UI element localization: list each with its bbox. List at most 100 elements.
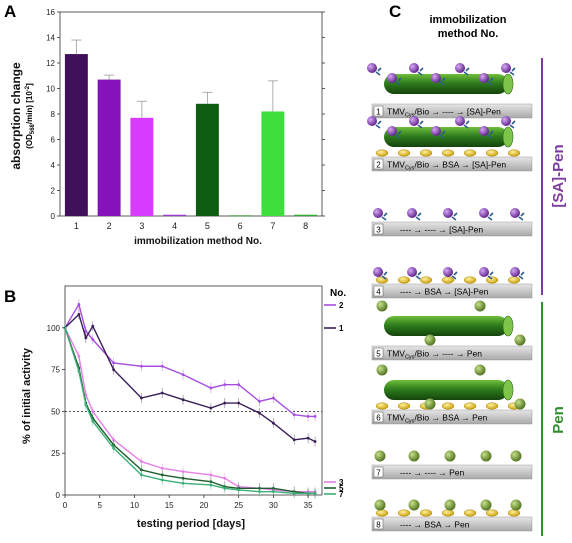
series-point-7 (91, 420, 95, 423)
biotin-linker (415, 212, 422, 221)
series-point-7 (306, 491, 310, 495)
bsa-ellipsoid (375, 276, 389, 284)
line-chart-ticks: 0 25 50 75 100 0 5 10 15 20 25 30 35 (47, 324, 313, 510)
series-point-7 (223, 486, 227, 490)
line-chart-ylabel: % of initial activity (21, 347, 33, 444)
biotin-linker (439, 77, 446, 86)
biotin-linker (417, 67, 424, 76)
method-label: TMVCys/Bio → BSA → [SA]-Pen (387, 160, 506, 172)
biotin-linker (509, 67, 516, 76)
series-point-2 (237, 383, 241, 387)
penicillinase-sphere (480, 450, 492, 462)
series-point-1 (258, 411, 261, 415)
diagram-row-2: 2 TMVCys/Bio → BSA → [SA]-Pen (367, 116, 533, 172)
x-tick-label: 0 (63, 501, 68, 510)
series-point-2 (258, 399, 261, 403)
series-point-1 (84, 336, 88, 340)
substrate-slab (371, 221, 533, 237)
substrate-slab (371, 345, 533, 361)
bsa-ellipsoid (397, 402, 411, 410)
legend-label-5: 5 (339, 484, 344, 493)
series-point-7 (84, 403, 88, 407)
y-tick-label: 100 (47, 324, 61, 333)
biotin-linker (487, 271, 494, 280)
series-point-7 (140, 473, 143, 477)
penicillinase-sphere (374, 499, 386, 511)
bar-chart-bars (64, 39, 318, 217)
series-line-7 (64, 327, 316, 495)
streptavidin-penicillinase-sphere (479, 208, 489, 218)
panel-letter-b: B (4, 287, 16, 306)
bsa-ellipsoid (375, 509, 389, 517)
bar-chart-ylabel-unit: (OD568/min) [10-2] (25, 83, 36, 149)
bsa-ellipsoid (441, 509, 455, 517)
bsa-ellipsoid (375, 402, 389, 410)
substrate-slab (371, 516, 533, 532)
biotin-linker (415, 271, 422, 280)
streptavidin-penicillinase-sphere (479, 73, 489, 83)
y-tick-label: 10 (46, 85, 55, 94)
penicillinase-sphere (376, 364, 388, 376)
series-point-3 (223, 476, 227, 480)
bsa-ellipsoid (507, 149, 521, 157)
y-tick-label: 25 (51, 449, 60, 458)
biotin-linker (518, 212, 525, 221)
series-point-3 (84, 393, 88, 397)
method-label: TMVCys/Bio → BSA → Pen (387, 413, 487, 425)
diagram-row-5: 5 TMVCys/Bio → ---- → Pen (371, 300, 533, 361)
x-tick-label: 4 (172, 221, 177, 231)
tmv-rod (384, 316, 508, 336)
biotin-linker (439, 130, 446, 139)
bsa-ellipsoid (441, 149, 455, 157)
series-point-5 (160, 473, 164, 477)
y-tick-label: 2 (51, 187, 56, 196)
biotin-linker (487, 130, 494, 139)
series-point-3 (77, 354, 81, 358)
series-point-1 (306, 436, 310, 440)
line-chart-frame (64, 285, 323, 496)
streptavidin-penicillinase-sphere (510, 208, 520, 218)
method-number-box (373, 223, 384, 235)
substrate-slab (371, 283, 533, 299)
penicillinase-sphere (510, 499, 522, 511)
legend-label-3: 3 (339, 478, 344, 487)
panel-letter-c: C (389, 2, 401, 21)
penicillinase-sphere (424, 334, 436, 346)
bsa-ellipsoid (485, 276, 499, 284)
biotin-linker (451, 212, 458, 221)
series-point-7 (181, 481, 185, 485)
bsa-ellipsoid (463, 149, 477, 157)
penicillinase-sphere (514, 334, 526, 346)
series-point-7 (258, 490, 261, 494)
series-point-2 (209, 386, 213, 390)
penicillinase-sphere (374, 450, 386, 462)
series-point-1 (91, 324, 95, 328)
series-point-2 (112, 361, 116, 365)
line-chart-legend: 2 1 357 (324, 301, 344, 499)
biotin-linker (417, 120, 424, 129)
x-tick-label: 20 (199, 501, 208, 510)
panel-letter-a: A (4, 2, 16, 21)
bsa-ellipsoid (419, 149, 433, 157)
immobilization-diagram: immobilization method No. 1 TMVCys/Bio → … (367, 14, 567, 536)
series-line-3 (64, 327, 316, 493)
tmv-rod-end (502, 126, 514, 148)
streptavidin-penicillinase-sphere (443, 208, 453, 218)
method-number-box (373, 158, 384, 170)
streptavidin-penicillinase-sphere (387, 73, 397, 83)
series-line-5 (64, 327, 316, 495)
pen-group-label: Pen (550, 406, 567, 434)
method-number: 1 (376, 108, 381, 117)
series-point-2 (271, 396, 275, 400)
series-point-3 (112, 438, 116, 442)
penicillinase-sphere (424, 398, 436, 410)
biotin-linker (381, 271, 388, 280)
series-point-3 (160, 466, 164, 470)
penicillinase-sphere (444, 499, 456, 511)
series-line-2 (64, 302, 316, 418)
bsa-ellipsoid (463, 509, 477, 517)
tmv-rod (384, 74, 508, 94)
